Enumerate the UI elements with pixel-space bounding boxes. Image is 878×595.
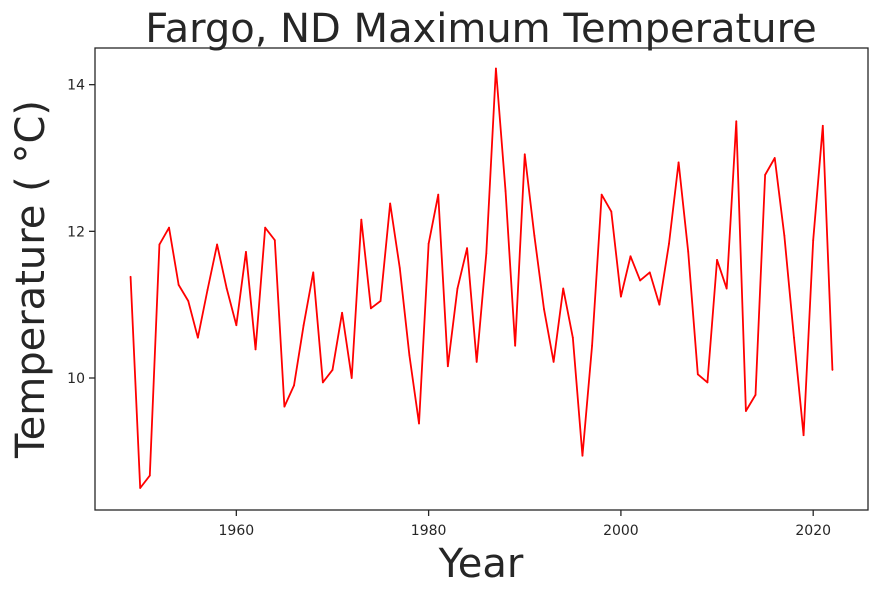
data-point bbox=[206, 289, 209, 291]
y-axis-label: Temperature ( °C) bbox=[8, 100, 54, 459]
data-point bbox=[158, 243, 161, 246]
data-point bbox=[533, 234, 536, 237]
y-tick-label: 10 bbox=[67, 371, 85, 387]
x-tick-label: 2020 bbox=[795, 523, 831, 539]
data-point bbox=[523, 153, 526, 156]
data-point bbox=[312, 271, 315, 274]
data-point bbox=[639, 279, 642, 282]
data-point bbox=[677, 161, 680, 164]
data-point bbox=[793, 336, 795, 339]
data-point bbox=[187, 300, 190, 302]
data-point bbox=[129, 275, 132, 278]
data-point bbox=[571, 336, 574, 339]
data-points bbox=[129, 67, 834, 489]
data-point bbox=[658, 303, 661, 306]
data-point bbox=[600, 193, 603, 196]
data-point bbox=[495, 67, 497, 70]
data-point bbox=[216, 243, 219, 246]
data-point bbox=[475, 360, 478, 363]
data-point bbox=[350, 377, 353, 379]
data-point bbox=[543, 308, 545, 310]
data-point bbox=[418, 422, 420, 425]
data-point bbox=[235, 324, 238, 327]
y-tick-label: 12 bbox=[67, 224, 85, 240]
data-point bbox=[764, 173, 767, 176]
data-point bbox=[254, 348, 257, 351]
data-point bbox=[293, 384, 295, 387]
data-point bbox=[456, 287, 459, 290]
data-point bbox=[245, 250, 247, 253]
data-point bbox=[696, 373, 699, 376]
data-point bbox=[427, 242, 430, 245]
data-point bbox=[466, 247, 468, 250]
data-point bbox=[389, 202, 392, 205]
data-point bbox=[341, 311, 343, 314]
data-point bbox=[687, 250, 690, 253]
data-point bbox=[821, 124, 824, 127]
data-point bbox=[668, 242, 670, 245]
temperature-series-line bbox=[129, 67, 834, 489]
data-point bbox=[648, 271, 651, 274]
data-point bbox=[283, 405, 286, 408]
data-point bbox=[745, 410, 747, 412]
data-point bbox=[168, 226, 170, 229]
data-point bbox=[716, 259, 718, 261]
data-point bbox=[139, 487, 142, 489]
data-point bbox=[514, 344, 517, 347]
data-point bbox=[831, 369, 834, 371]
data-point bbox=[331, 369, 334, 371]
x-tick-label: 2000 bbox=[603, 523, 639, 539]
data-point bbox=[504, 190, 507, 192]
data-point bbox=[360, 218, 363, 221]
chart-title: Fargo, ND Maximum Temperature bbox=[145, 6, 817, 52]
data-point bbox=[302, 324, 305, 327]
data-point bbox=[485, 252, 488, 255]
x-tick-label: 1980 bbox=[411, 523, 447, 539]
data-point bbox=[437, 193, 440, 196]
data-point bbox=[620, 295, 622, 298]
data-point bbox=[398, 267, 401, 269]
data-point bbox=[552, 360, 555, 363]
data-point bbox=[196, 336, 199, 339]
data-point bbox=[610, 210, 613, 213]
y-axis: 10 12 14 bbox=[67, 78, 95, 387]
data-point bbox=[812, 239, 815, 242]
y-tick-label: 14 bbox=[67, 78, 85, 94]
data-point bbox=[773, 157, 776, 159]
data-point bbox=[379, 300, 382, 302]
data-point bbox=[802, 434, 805, 437]
data-point bbox=[408, 354, 411, 357]
data-point bbox=[225, 287, 228, 290]
data-point bbox=[321, 381, 324, 384]
data-point bbox=[735, 120, 738, 123]
data-point bbox=[446, 365, 449, 368]
data-point bbox=[591, 344, 593, 347]
data-point bbox=[273, 239, 276, 242]
data-point bbox=[754, 393, 757, 396]
data-point bbox=[725, 287, 728, 290]
data-point bbox=[783, 234, 786, 237]
data-point bbox=[581, 454, 584, 457]
x-tick-label: 1960 bbox=[219, 523, 255, 539]
x-axis: 1960 1980 2000 2020 bbox=[219, 510, 831, 539]
x-axis-label: Year bbox=[438, 541, 524, 587]
data-point bbox=[177, 283, 180, 286]
data-point bbox=[706, 381, 709, 384]
data-point bbox=[629, 255, 632, 258]
plot-frame bbox=[94, 47, 869, 511]
data-point bbox=[148, 474, 151, 477]
data-point bbox=[370, 307, 372, 310]
data-point bbox=[264, 226, 267, 229]
data-point bbox=[562, 287, 565, 290]
